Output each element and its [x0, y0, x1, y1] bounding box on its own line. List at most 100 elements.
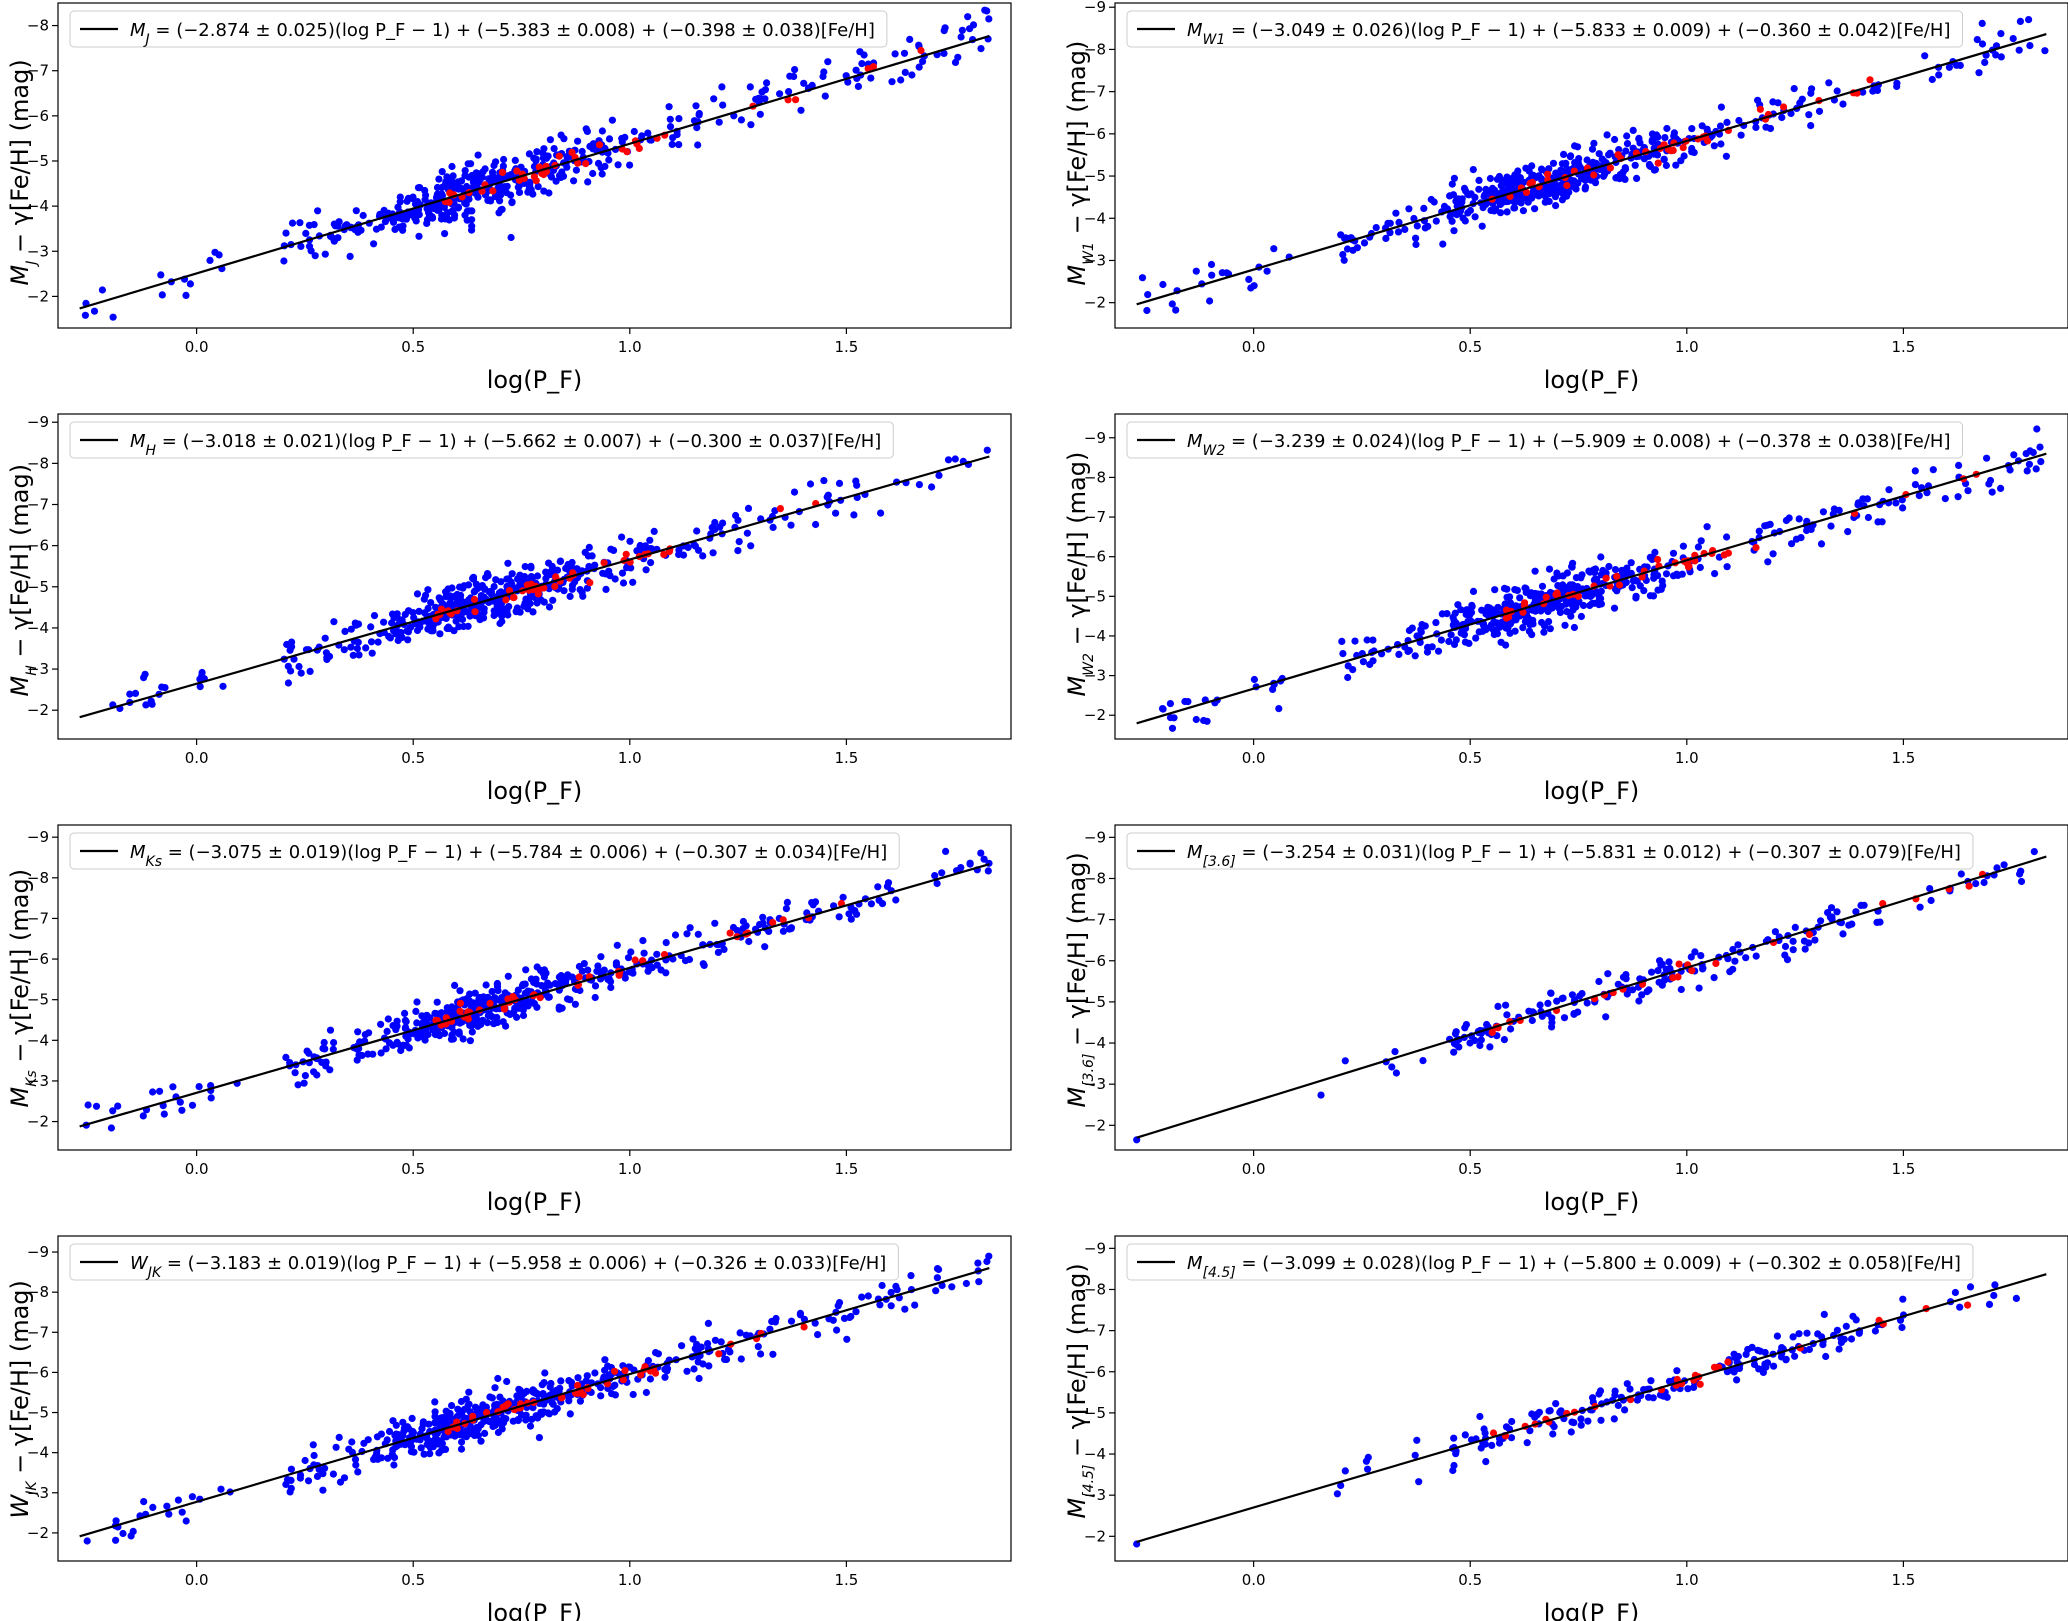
data-point-blue	[1752, 952, 1760, 960]
data-point-blue	[763, 79, 771, 87]
data-point-blue	[465, 1388, 473, 1396]
data-point-blue	[787, 521, 795, 529]
data-point-blue	[726, 1348, 734, 1356]
data-point-blue	[1811, 936, 1819, 944]
data-point-blue	[443, 624, 451, 633]
data-point-blue	[511, 156, 519, 164]
data-point-red	[635, 144, 643, 152]
data-point-blue	[352, 207, 360, 215]
data-point-red	[1602, 574, 1610, 582]
data-point-blue	[875, 896, 883, 904]
data-point-blue	[311, 252, 319, 260]
data-point-blue	[646, 1375, 655, 1383]
data-point-blue	[1420, 204, 1428, 212]
data-point-blue	[1697, 537, 1705, 545]
data-point-blue	[1964, 487, 1972, 495]
data-point-blue	[1529, 1008, 1537, 1016]
data-point-blue	[165, 1510, 173, 1518]
data-point-blue	[1567, 1428, 1575, 1436]
data-point-blue	[1622, 147, 1630, 155]
data-point-blue	[601, 1356, 609, 1364]
data-point-blue	[1549, 159, 1558, 167]
data-point-blue	[1144, 291, 1152, 299]
data-point-blue	[461, 199, 469, 207]
data-point-blue	[1839, 930, 1847, 938]
data-point-blue	[415, 232, 423, 240]
y-tick-label: −4	[1084, 209, 1106, 227]
data-point-blue	[1143, 306, 1151, 315]
data-point-blue	[597, 1392, 605, 1400]
data-point-blue	[1623, 1380, 1631, 1388]
data-point-blue	[332, 1443, 340, 1451]
data-point-blue	[1560, 1014, 1569, 1022]
data-point-blue	[1531, 567, 1539, 575]
data-point-blue	[974, 1259, 982, 1267]
data-point-blue	[757, 95, 765, 103]
data-point-blue	[1665, 1377, 1674, 1385]
data-point-red	[471, 608, 479, 616]
data-point-blue	[630, 127, 638, 136]
data-point-blue	[858, 1293, 866, 1301]
data-point-blue	[791, 66, 799, 74]
data-point-blue	[341, 627, 349, 636]
data-point-blue	[487, 1012, 495, 1020]
data-point-blue	[445, 216, 453, 224]
data-point-blue	[597, 1384, 605, 1392]
data-point-blue	[984, 867, 992, 875]
data-point-blue	[1687, 953, 1695, 961]
data-point-blue	[2026, 42, 2034, 50]
fit-line	[79, 1267, 990, 1538]
data-point-blue	[779, 927, 788, 935]
data-point-blue	[1621, 165, 1630, 173]
legend: MW2 = (−3.239 ± 0.024)(log P_F − 1) + (−…	[1126, 421, 1963, 459]
data-point-blue	[1805, 939, 1813, 947]
data-point-blue	[474, 1022, 482, 1030]
data-point-red	[502, 596, 510, 604]
data-point-blue	[355, 651, 363, 659]
data-point-red	[482, 1409, 491, 1417]
data-point-blue	[888, 78, 896, 86]
data-point-red	[498, 168, 507, 176]
data-point-blue	[160, 1110, 168, 1118]
data-point-blue	[639, 937, 647, 945]
data-point-blue	[1638, 991, 1646, 999]
data-point-blue	[452, 617, 460, 625]
data-point-blue	[1538, 618, 1546, 627]
data-point-blue	[568, 1382, 576, 1390]
y-tick-label: −8	[27, 869, 49, 887]
data-point-blue	[618, 533, 626, 541]
data-point-blue	[1565, 188, 1573, 196]
data-point-blue	[507, 233, 515, 242]
scatter-points	[81, 6, 993, 321]
legend: M[4.5] = (−3.099 ± 0.028)(log P_F − 1) +…	[1126, 1243, 1974, 1281]
data-point-blue	[2012, 1294, 2020, 1302]
data-point-blue	[1762, 123, 1770, 131]
data-point-blue	[513, 1013, 521, 1021]
data-point-blue	[977, 849, 985, 857]
data-point-blue	[1584, 1417, 1592, 1425]
data-point-blue	[606, 572, 614, 580]
data-point-blue	[534, 1391, 542, 1399]
data-point-blue	[1973, 36, 1981, 44]
data-point-blue	[1351, 637, 1359, 645]
data-point-blue	[1623, 140, 1632, 148]
data-point-blue	[424, 1030, 432, 1039]
data-point-blue	[1734, 941, 1742, 949]
data-point-blue	[1778, 113, 1786, 122]
data-point-blue	[1250, 282, 1258, 290]
data-point-blue	[410, 614, 418, 622]
data-point-blue	[217, 1485, 225, 1493]
data-point-blue	[1986, 476, 1995, 485]
data-point-blue	[307, 247, 315, 255]
data-point-blue	[364, 1050, 372, 1058]
legend: M[3.6] = (−3.254 ± 0.031)(log P_F − 1) +…	[1126, 832, 1974, 870]
data-point-blue	[481, 1429, 489, 1437]
data-point-blue	[711, 919, 719, 927]
data-point-blue	[1781, 942, 1790, 951]
data-point-blue	[1614, 1401, 1622, 1410]
data-point-red	[568, 148, 576, 156]
data-point-blue	[1511, 175, 1520, 183]
data-point-blue	[1790, 85, 1798, 93]
data-point-blue	[689, 1335, 697, 1343]
